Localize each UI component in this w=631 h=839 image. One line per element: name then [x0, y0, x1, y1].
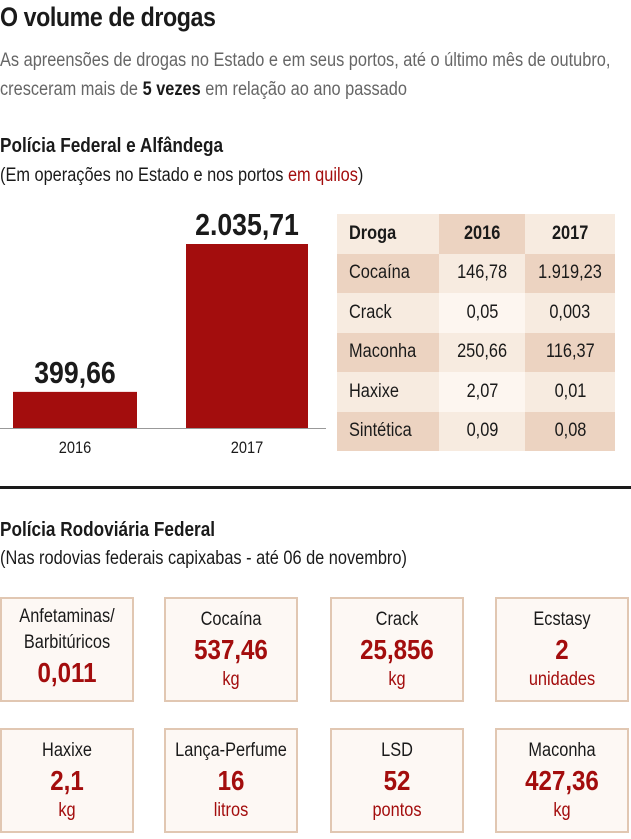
card-lanca-perfume: Lança-Perfume 16 litros — [164, 728, 298, 833]
card-label: LSD — [381, 740, 413, 761]
card-label: Barbitúricos — [23, 632, 111, 653]
table-header-row: Droga 2016 2017 — [337, 214, 615, 254]
card-label: Lança-Perfume — [175, 740, 287, 761]
card-value: 537,46 — [194, 634, 268, 665]
table-cell: 0,09 — [439, 411, 525, 451]
card-maconha: Maconha 427,36 kg — [495, 728, 629, 833]
card-label: Ecstasy — [533, 609, 591, 630]
card-haxixe: Haxixe 2,1 kg — [0, 728, 134, 833]
card-label: Anfetaminas/ — [19, 606, 115, 627]
bar-value-label: 2.035,71 — [195, 208, 299, 242]
table-header-cell: 2017 — [525, 214, 615, 254]
card-unit: kg — [222, 669, 240, 690]
table-row: Haxixe 2,07 0,01 — [337, 372, 615, 412]
table-row: Sintética 0,09 0,08 — [337, 411, 615, 451]
table-cell: 0,08 — [525, 411, 615, 451]
card-unit: unidades — [528, 669, 596, 690]
card-label: Haxixe — [42, 740, 92, 761]
table-cell: Haxixe — [337, 372, 439, 412]
section-rodoviaria-title: Polícia Rodoviária Federal — [0, 519, 216, 541]
card-anfetaminas: Anfetaminas/ Barbitúricos 0,011 — [0, 597, 134, 702]
card-lsd: LSD 52 pontos — [330, 728, 464, 833]
card-crack: Crack 25,856 kg — [330, 597, 464, 702]
table-cell: Maconha — [337, 332, 439, 372]
section-federal-sub-pre: (Em operações no Estado e nos portos — [0, 165, 288, 186]
page-title: O volume de drogas — [0, 2, 216, 32]
table-cell: 250,66 — [439, 332, 525, 372]
table-header-cell: 2016 — [439, 214, 525, 254]
table-cell: 0,05 — [439, 293, 525, 333]
card-unit: kg — [553, 800, 571, 821]
table-cell: Sintética — [337, 411, 439, 451]
subtitle-text-post: em relação ao ano passado — [200, 79, 407, 100]
bar-value-label: 399,66 — [34, 356, 116, 390]
card-unit: kg — [388, 669, 406, 690]
page-subtitle: As apreensões de drogas no Estado e em s… — [0, 46, 619, 104]
section-federal-subtitle: (Em operações no Estado e nos portos em … — [0, 165, 363, 187]
card-unit: pontos — [372, 800, 422, 821]
table-header-cell: Droga — [337, 214, 439, 254]
card-value: 25,856 — [360, 634, 434, 665]
bar-2016 — [13, 391, 137, 428]
table-cell: 2,07 — [439, 372, 525, 412]
table-cell: 146,78 — [439, 253, 525, 293]
card-ecstasy: Ecstasy 2 unidades — [495, 597, 629, 702]
card-cocaina: Cocaína 537,46 kg — [164, 597, 298, 702]
seizures-bar-chart: 399,66 2016 2.035,71 2017 — [0, 208, 326, 457]
section-divider — [0, 486, 631, 489]
drug-table: Droga 2016 2017 Cocaína 146,78 1.919,23 … — [337, 214, 615, 451]
subtitle-text-pre: As apreensões de drogas no Estado e em s… — [0, 50, 611, 100]
table-row: Cocaína 146,78 1.919,23 — [337, 253, 615, 293]
section-federal-title: Polícia Federal e Alfândega — [0, 135, 224, 157]
table-cell: 116,37 — [525, 332, 615, 372]
card-unit: litros — [213, 800, 249, 821]
card-value: 16 — [217, 765, 245, 796]
section-rodoviaria-subtitle: (Nas rodovias federais capixabas - até 0… — [0, 548, 407, 569]
bar-2017 — [186, 244, 308, 428]
table-cell: Cocaína — [337, 253, 439, 293]
section-federal-unit: em quilos — [287, 165, 358, 186]
card-value: 52 — [383, 765, 411, 796]
section-federal-sub-post: ) — [357, 165, 364, 186]
card-value: 2 — [555, 634, 569, 665]
card-value: 2,1 — [50, 765, 84, 796]
card-label: Maconha — [528, 740, 596, 761]
subtitle-highlight: 5 vezes — [142, 79, 201, 100]
card-unit: kg — [58, 800, 76, 821]
table-row: Maconha 250,66 116,37 — [337, 332, 615, 372]
table-row: Crack 0,05 0,003 — [337, 293, 615, 333]
card-value: 0,011 — [37, 657, 97, 688]
x-tick-label: 2017 — [231, 439, 264, 457]
table-cell: Crack — [337, 293, 439, 333]
card-label: Crack — [375, 609, 419, 630]
card-value: 427,36 — [525, 765, 599, 796]
x-tick-label: 2016 — [59, 439, 92, 457]
table-cell: 1.919,23 — [525, 253, 615, 293]
table-cell: 0,003 — [525, 293, 615, 333]
table-cell: 0,01 — [525, 372, 615, 412]
card-label: Cocaína — [200, 609, 262, 630]
